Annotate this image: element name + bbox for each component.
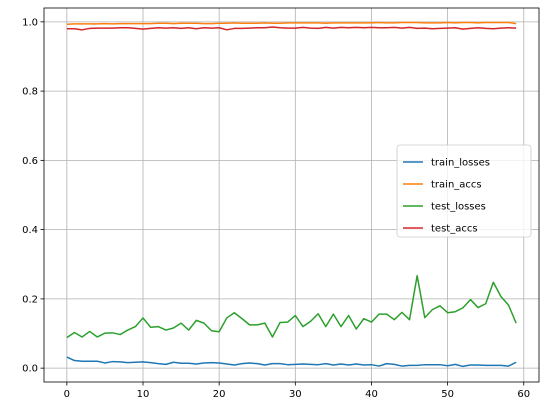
legend: train_losses train_accs test_losses test_ac… bbox=[397, 145, 531, 237]
x-tick-label: 40 bbox=[365, 389, 378, 400]
legend-label: train_losses bbox=[431, 158, 490, 169]
y-tick-label: 1.0 bbox=[22, 17, 38, 28]
x-tick-label: 50 bbox=[441, 389, 454, 400]
x-tick-label: 60 bbox=[517, 389, 530, 400]
y-tick-label: 0.4 bbox=[22, 225, 38, 236]
y-tick-label: 0.8 bbox=[22, 87, 38, 98]
legend-label: test_losses bbox=[431, 202, 486, 213]
x-tick-label: 20 bbox=[213, 389, 226, 400]
legend-label: train_accs bbox=[431, 180, 482, 191]
y-tick-label: 0.2 bbox=[22, 294, 38, 305]
y-tick-label: 0.0 bbox=[22, 364, 38, 375]
legend-label: test_accs bbox=[431, 224, 478, 235]
x-tick-label: 30 bbox=[289, 389, 302, 400]
x-tick-label: 10 bbox=[137, 389, 150, 400]
x-tick-label: 0 bbox=[64, 389, 70, 400]
y-tick-label: 0.6 bbox=[22, 156, 38, 167]
